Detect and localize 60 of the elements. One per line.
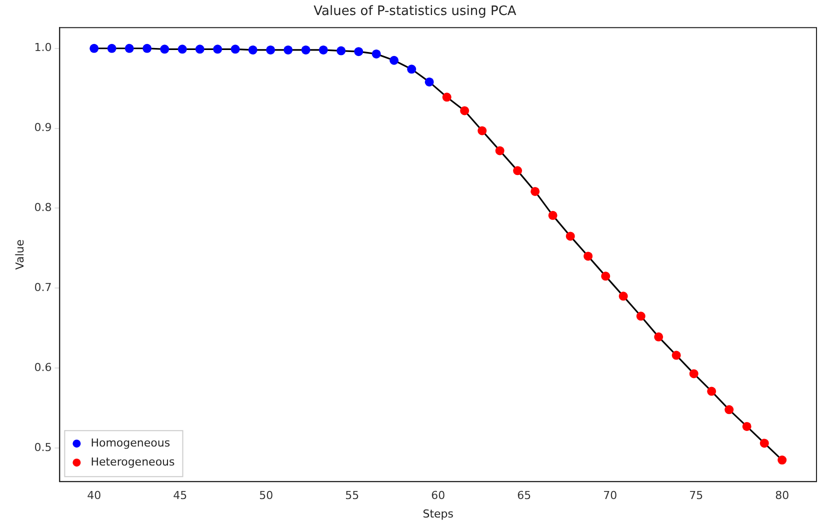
point: [318, 45, 328, 54]
point: [548, 210, 558, 220]
point: [178, 44, 187, 54]
point: [601, 272, 610, 281]
x-tick-label: 40: [87, 489, 102, 502]
point: [213, 44, 222, 54]
point: [584, 252, 593, 261]
point: [124, 44, 134, 53]
point: [778, 456, 787, 465]
y-axis-title: Value: [13, 239, 26, 270]
point: [672, 350, 681, 360]
y-tick-label: 0.7: [34, 281, 52, 294]
point: [390, 56, 399, 65]
point: [760, 438, 769, 448]
point: [689, 369, 698, 378]
x-tick-label: 45: [173, 489, 188, 502]
point: [160, 44, 170, 54]
point: [266, 45, 276, 54]
y-tick-label: 0.8: [34, 201, 52, 214]
point: [742, 422, 752, 431]
point: [566, 232, 575, 241]
x-tick-label: 75: [689, 489, 704, 502]
y-tick-label: 1.0: [34, 41, 52, 54]
point: [530, 186, 540, 196]
point: [424, 77, 434, 86]
x-tick-label: 60: [431, 489, 446, 502]
point: [495, 146, 504, 156]
y-tick-label: 0.9: [34, 121, 52, 134]
point: [230, 44, 240, 54]
point: [618, 292, 628, 301]
point: [407, 64, 416, 74]
point: [513, 166, 522, 176]
x-tick-label: 70: [603, 489, 618, 502]
point: [354, 47, 364, 56]
point: [195, 44, 204, 54]
point: [707, 386, 716, 396]
point: [372, 49, 381, 58]
point: [142, 44, 152, 53]
point: [636, 312, 646, 321]
chart-title: Values of P-statistics using PCA: [314, 4, 516, 20]
point: [248, 45, 258, 54]
point: [478, 126, 487, 136]
point: [107, 44, 116, 53]
x-tick-label: 50: [259, 489, 274, 502]
point: [284, 45, 293, 54]
point: [442, 92, 452, 102]
x-tick-label: 55: [345, 489, 360, 502]
x-axis-title: Steps: [422, 507, 454, 520]
y-tick-label: 0.6: [34, 360, 52, 374]
point: [90, 44, 99, 53]
y-tick-label: 0.5: [34, 440, 52, 454]
point: [724, 405, 734, 414]
point: [336, 46, 346, 56]
x-tick-label: 80: [775, 489, 790, 502]
x-tick-label: 65: [517, 489, 532, 502]
point: [301, 45, 310, 54]
legend-label: Heterogeneous: [90, 455, 176, 468]
point: [654, 332, 664, 342]
legend-label: Homogeneous: [90, 436, 170, 450]
point: [460, 106, 470, 116]
